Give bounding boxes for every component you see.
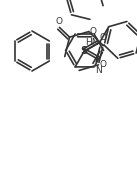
Text: O: O bbox=[56, 17, 63, 26]
Text: O: O bbox=[99, 33, 106, 42]
Text: O: O bbox=[90, 27, 97, 36]
Text: HN: HN bbox=[85, 38, 99, 47]
Text: S: S bbox=[81, 46, 88, 56]
Text: N: N bbox=[95, 66, 102, 75]
Text: O: O bbox=[99, 60, 106, 69]
